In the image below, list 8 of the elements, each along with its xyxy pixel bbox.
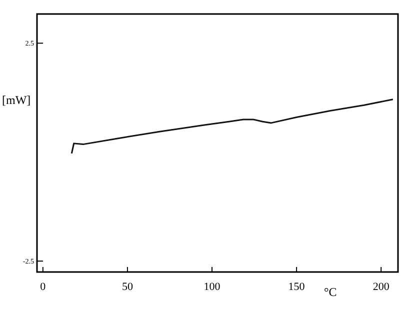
x-tick-label: 50 <box>122 281 134 293</box>
line-series <box>70 98 394 154</box>
x-tick-label: 200 <box>372 281 390 293</box>
y-axis-title: [mW] <box>2 93 31 107</box>
x-tick-label: 150 <box>288 281 306 293</box>
x-tick-label: 0 <box>40 281 46 293</box>
x-axis-title: °C <box>324 285 337 299</box>
x-tick-label: 100 <box>204 281 221 293</box>
